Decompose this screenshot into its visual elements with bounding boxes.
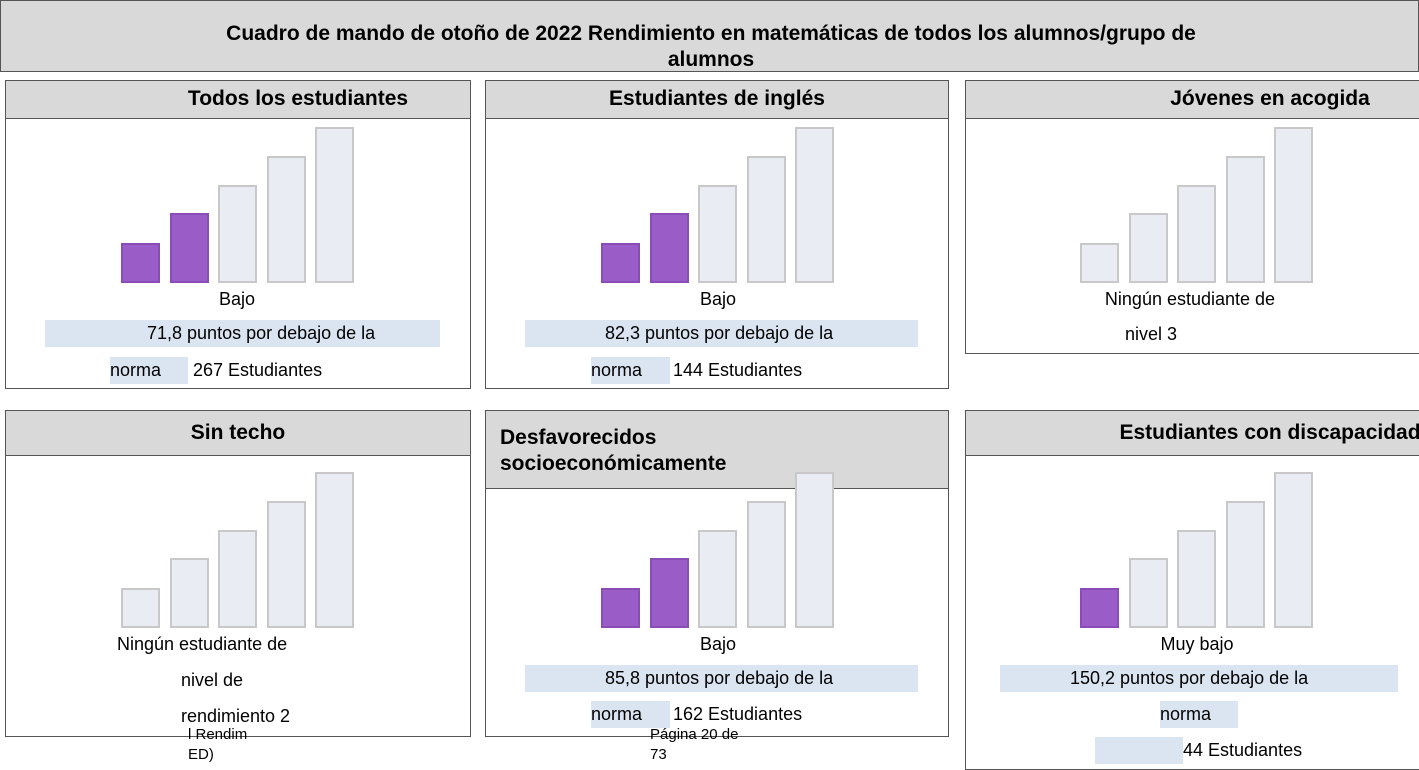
level-bar xyxy=(1274,472,1313,628)
detail: rendimiento 2 xyxy=(181,706,291,726)
level-bar xyxy=(1128,558,1168,628)
detail: 44 Estudiantes xyxy=(1183,740,1303,760)
level-bar xyxy=(315,127,354,283)
panel-heading: Estudiantes de inglés xyxy=(485,80,949,119)
detail: norma xyxy=(591,357,670,384)
level-icon xyxy=(121,472,356,628)
detail: 71,8 puntos por debajo de la xyxy=(45,320,440,347)
level-bar xyxy=(315,472,354,628)
title-box: Cuadro de mando de otoño de 2022 Rendimi… xyxy=(0,0,1419,72)
detail: nivel 3 xyxy=(1125,324,1178,344)
level-bar xyxy=(649,213,689,283)
detail: nivel de xyxy=(181,670,244,690)
panel-heading: Todos los estudiantes xyxy=(5,80,471,119)
level-bar xyxy=(1274,127,1313,283)
level-icon xyxy=(1080,127,1315,283)
detail: norma xyxy=(110,357,188,384)
detail: 82,3 puntos por debajo de la xyxy=(525,320,918,347)
level-bar xyxy=(1177,185,1216,283)
level-bar xyxy=(1225,501,1265,628)
level-bar xyxy=(746,501,786,628)
title: Cuadro de mando de otoño de 2022 Rendimi… xyxy=(226,22,1196,71)
highlight xyxy=(1095,737,1183,764)
level-bar xyxy=(795,127,834,283)
status: Bajo xyxy=(218,289,256,309)
level-bar xyxy=(649,558,689,628)
detail: norma xyxy=(591,701,670,728)
level-bar xyxy=(1128,213,1168,283)
level-icon xyxy=(1080,472,1315,628)
level-icon xyxy=(601,127,836,283)
level-bar xyxy=(121,243,160,283)
status: Muy bajo xyxy=(1160,634,1234,654)
level-bar xyxy=(1225,156,1265,283)
level-bar xyxy=(698,530,737,628)
level-bar xyxy=(746,156,786,283)
status: Ningún estudiante de xyxy=(1104,289,1276,309)
panel-heading: Estudiantes con discapacidad xyxy=(965,410,1419,456)
footer-text: 73 xyxy=(650,746,667,763)
detail: 162 Estudiantes xyxy=(673,704,803,724)
level-bar xyxy=(169,213,209,283)
level-bar xyxy=(1080,243,1119,283)
detail: 150,2 puntos por debajo de la xyxy=(1000,665,1398,692)
footer-text: ED) xyxy=(188,746,214,763)
status: Bajo xyxy=(699,289,737,309)
detail: 144 Estudiantes xyxy=(673,360,803,380)
level-bar xyxy=(121,588,160,628)
detail: 267 Estudiantes xyxy=(193,360,323,380)
footer-text: l Rendim xyxy=(188,726,248,743)
panel-heading: Desfavorecidos socioeconómicamente xyxy=(485,410,949,489)
status: Bajo xyxy=(699,634,737,654)
level-bar xyxy=(795,472,834,628)
panel-heading: Sin techo xyxy=(5,410,471,456)
level-bar xyxy=(266,156,306,283)
status: Ningún estudiante de xyxy=(117,634,288,654)
level-bar xyxy=(218,185,257,283)
level-icon xyxy=(601,472,836,628)
level-bar xyxy=(601,588,640,628)
level-bar xyxy=(698,185,737,283)
footer-text: Página 20 de xyxy=(650,726,739,743)
level-bar xyxy=(601,243,640,283)
detail: norma xyxy=(1160,701,1238,728)
detail: 85,8 puntos por debajo de la xyxy=(525,665,918,692)
level-bar xyxy=(218,530,257,628)
level-bar xyxy=(266,501,306,628)
level-bar xyxy=(1177,530,1216,628)
panel-heading: Jóvenes en acogida xyxy=(965,80,1419,119)
level-icon xyxy=(121,127,356,283)
level-bar xyxy=(1080,588,1119,628)
level-bar xyxy=(169,558,209,628)
